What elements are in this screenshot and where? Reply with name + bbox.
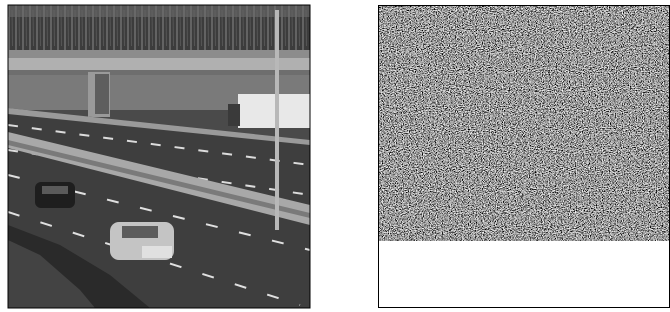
screenshot (0, 0, 670, 312)
highway-photo (8, 5, 310, 308)
page (0, 0, 670, 312)
noise-image (378, 5, 670, 308)
